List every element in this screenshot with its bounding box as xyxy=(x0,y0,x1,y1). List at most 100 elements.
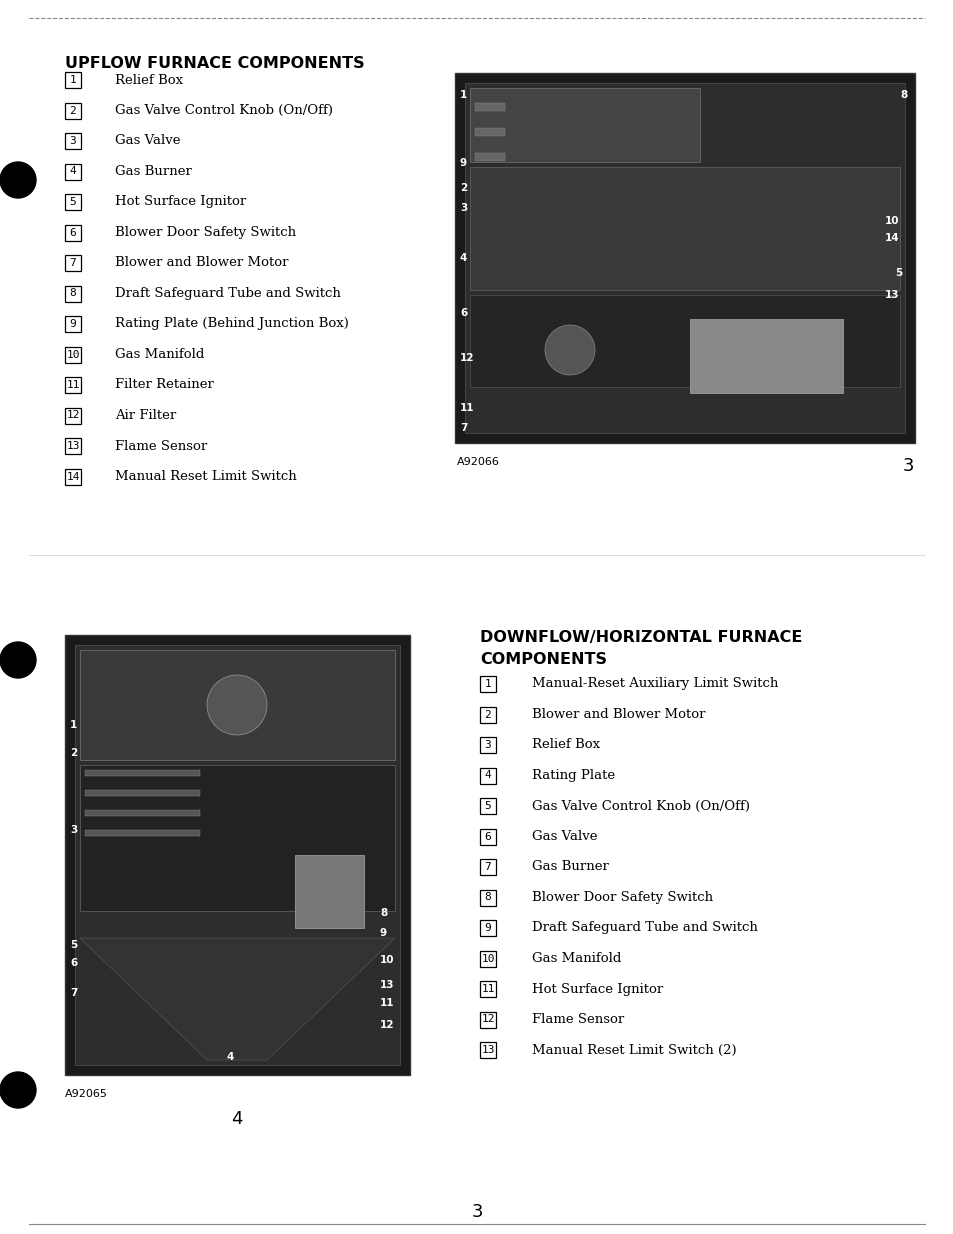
Text: 11: 11 xyxy=(480,983,495,995)
Text: Gas Manifold: Gas Manifold xyxy=(115,348,204,362)
Bar xyxy=(80,650,395,760)
Text: 2: 2 xyxy=(459,183,467,193)
Bar xyxy=(475,128,504,136)
Bar xyxy=(65,407,81,423)
Text: Blower and Blower Motor: Blower and Blower Motor xyxy=(532,708,705,721)
Bar xyxy=(470,295,899,387)
Text: 3: 3 xyxy=(70,136,76,146)
Text: UPFLOW FURNACE COMPONENTS: UPFLOW FURNACE COMPONENTS xyxy=(65,56,364,72)
Polygon shape xyxy=(80,938,395,1060)
Text: 14: 14 xyxy=(66,471,80,481)
Bar xyxy=(65,225,81,241)
Bar xyxy=(479,1012,496,1028)
Bar xyxy=(85,790,200,796)
Bar xyxy=(464,83,904,433)
Text: 4: 4 xyxy=(227,1053,234,1062)
Text: Gas Valve Control Knob (On/Off): Gas Valve Control Knob (On/Off) xyxy=(115,104,333,117)
Text: 13: 13 xyxy=(66,441,80,450)
Text: Manual Reset Limit Switch (2): Manual Reset Limit Switch (2) xyxy=(532,1044,736,1056)
Text: 3: 3 xyxy=(471,1203,482,1220)
Text: Filter Retainer: Filter Retainer xyxy=(115,379,213,391)
Bar xyxy=(65,255,81,271)
Text: 9: 9 xyxy=(459,158,467,168)
Bar xyxy=(479,737,496,753)
Text: 5: 5 xyxy=(70,940,77,950)
Bar xyxy=(65,72,81,88)
Bar xyxy=(65,163,81,179)
Circle shape xyxy=(0,162,36,197)
Text: COMPONENTS: COMPONENTS xyxy=(479,652,606,668)
Text: 6: 6 xyxy=(459,308,467,318)
Text: 11: 11 xyxy=(379,998,395,1008)
Text: Flame Sensor: Flame Sensor xyxy=(532,1013,623,1025)
Text: Manual-Reset Auxiliary Limit Switch: Manual-Reset Auxiliary Limit Switch xyxy=(532,677,778,691)
Bar xyxy=(65,133,81,149)
Text: Relief Box: Relief Box xyxy=(115,74,183,86)
Text: Air Filter: Air Filter xyxy=(115,408,176,422)
Text: Gas Burner: Gas Burner xyxy=(532,860,608,874)
Text: 4: 4 xyxy=(70,167,76,176)
Text: 10: 10 xyxy=(884,216,899,226)
Text: 2: 2 xyxy=(484,710,491,719)
Bar xyxy=(479,798,496,814)
Text: 9: 9 xyxy=(379,928,387,938)
Text: 11: 11 xyxy=(459,404,474,413)
Text: 3: 3 xyxy=(484,740,491,750)
Bar xyxy=(479,981,496,997)
Bar xyxy=(85,770,200,776)
Bar xyxy=(689,320,842,392)
Text: Relief Box: Relief Box xyxy=(532,738,599,752)
Circle shape xyxy=(544,325,595,375)
Bar xyxy=(65,316,81,332)
Bar xyxy=(80,765,395,911)
Text: DOWNFLOW/HORIZONTAL FURNACE: DOWNFLOW/HORIZONTAL FURNACE xyxy=(479,631,801,645)
Text: 7: 7 xyxy=(484,863,491,872)
Bar xyxy=(479,950,496,966)
Text: 9: 9 xyxy=(484,923,491,933)
Text: 6: 6 xyxy=(70,227,76,237)
Text: A92066: A92066 xyxy=(456,457,499,466)
Text: 13: 13 xyxy=(379,980,395,990)
Text: 8: 8 xyxy=(70,289,76,299)
Text: Gas Valve Control Knob (On/Off): Gas Valve Control Knob (On/Off) xyxy=(532,800,749,812)
Bar xyxy=(85,810,200,816)
Text: 12: 12 xyxy=(66,411,80,421)
Bar xyxy=(294,855,364,928)
Bar xyxy=(479,1041,496,1058)
Text: 4: 4 xyxy=(459,253,467,263)
Text: 10: 10 xyxy=(379,955,395,965)
Bar xyxy=(470,167,899,290)
Bar xyxy=(479,768,496,784)
Text: 11: 11 xyxy=(66,380,80,390)
Bar xyxy=(470,88,700,162)
Text: 14: 14 xyxy=(884,233,899,243)
Bar xyxy=(65,347,81,363)
Text: Gas Valve: Gas Valve xyxy=(532,830,597,843)
Text: 5: 5 xyxy=(484,801,491,811)
Bar xyxy=(479,921,496,937)
Bar xyxy=(65,285,81,301)
Text: 6: 6 xyxy=(70,958,77,967)
Text: Manual Reset Limit Switch: Manual Reset Limit Switch xyxy=(115,470,296,482)
Text: 1: 1 xyxy=(459,90,467,100)
Text: 13: 13 xyxy=(480,1045,495,1055)
Text: 12: 12 xyxy=(480,1014,495,1024)
Bar xyxy=(65,636,410,1075)
Bar xyxy=(85,830,200,835)
Text: 5: 5 xyxy=(894,268,902,278)
Text: 6: 6 xyxy=(484,832,491,842)
Bar xyxy=(479,890,496,906)
Bar xyxy=(65,378,81,392)
Text: 1: 1 xyxy=(484,679,491,689)
Text: 8: 8 xyxy=(484,892,491,902)
Circle shape xyxy=(0,642,36,677)
Bar xyxy=(479,859,496,875)
Bar xyxy=(455,73,914,443)
Text: 8: 8 xyxy=(379,908,387,918)
Text: 7: 7 xyxy=(70,988,77,998)
Text: 1: 1 xyxy=(70,719,77,731)
Text: Hot Surface Ignitor: Hot Surface Ignitor xyxy=(115,195,246,209)
Circle shape xyxy=(207,675,267,735)
Text: 8: 8 xyxy=(899,90,906,100)
Text: 12: 12 xyxy=(379,1021,395,1030)
